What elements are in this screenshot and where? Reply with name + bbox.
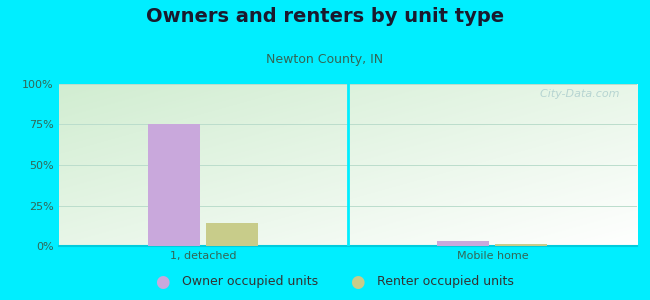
Text: ●: ● [155,273,170,291]
Bar [495,244,547,246]
Text: City-Data.com: City-Data.com [533,89,619,99]
Bar [437,241,489,246]
Bar [148,124,200,246]
Text: ●: ● [350,273,365,291]
Text: Renter occupied units: Renter occupied units [377,275,514,289]
Text: Newton County, IN: Newton County, IN [266,52,384,65]
Text: Owner occupied units: Owner occupied units [182,275,318,289]
Bar [206,223,258,246]
Text: Owners and renters by unit type: Owners and renters by unit type [146,8,504,26]
